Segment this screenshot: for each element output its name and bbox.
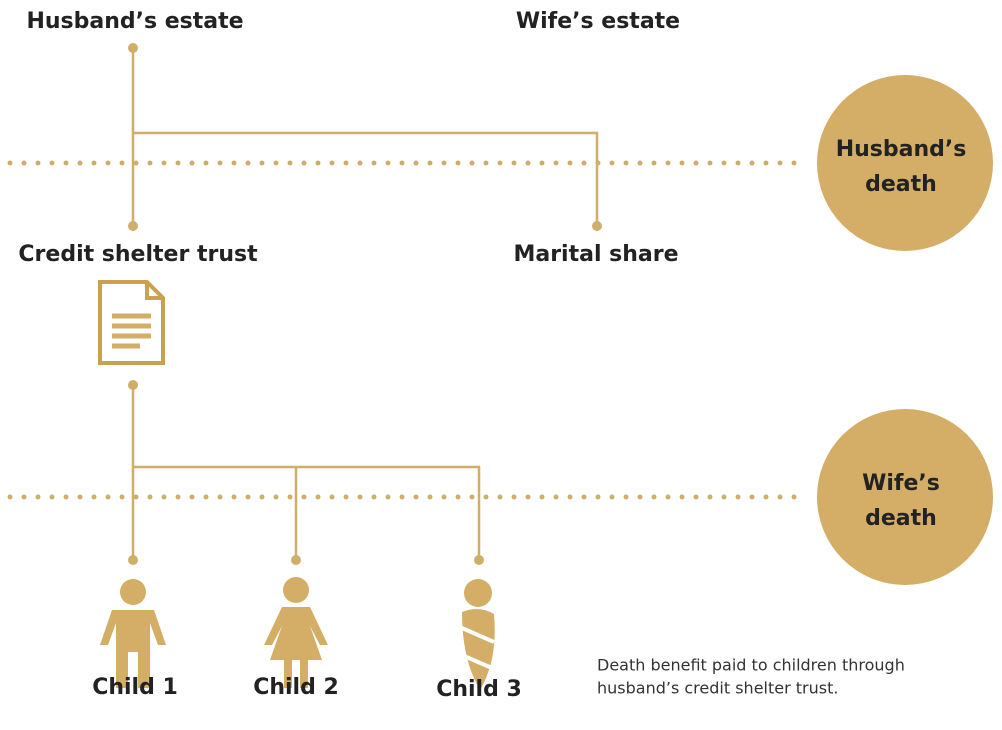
event-circle [817, 75, 993, 251]
event-label: death [865, 172, 937, 197]
note: husband’s credit shelter trust. [597, 679, 838, 698]
child-icon [264, 577, 328, 688]
note: Death benefit paid to children through [597, 656, 905, 675]
child-label: Child 1 [92, 675, 178, 700]
event-circle [817, 409, 993, 585]
label: Marital share [513, 242, 678, 267]
event-label: death [865, 506, 937, 531]
node [128, 380, 138, 390]
node [128, 43, 138, 53]
split-line [131, 48, 599, 226]
connectors [7, 43, 803, 565]
event-label: Wife’s [862, 471, 940, 496]
label: Wife’s estate [516, 9, 680, 34]
child-icon [461, 579, 495, 690]
node [128, 555, 138, 565]
split-line [131, 385, 481, 560]
node [592, 221, 602, 231]
node [291, 555, 301, 565]
child-label: Child 3 [436, 677, 522, 702]
node [474, 555, 484, 565]
child-label: Child 2 [253, 675, 339, 700]
document-icon [98, 280, 165, 365]
event-label: Husband’s [836, 137, 967, 162]
label: Husband’s estate [26, 9, 243, 34]
node [128, 221, 138, 231]
label: Credit shelter trust [18, 242, 258, 267]
child-icon [100, 579, 166, 688]
